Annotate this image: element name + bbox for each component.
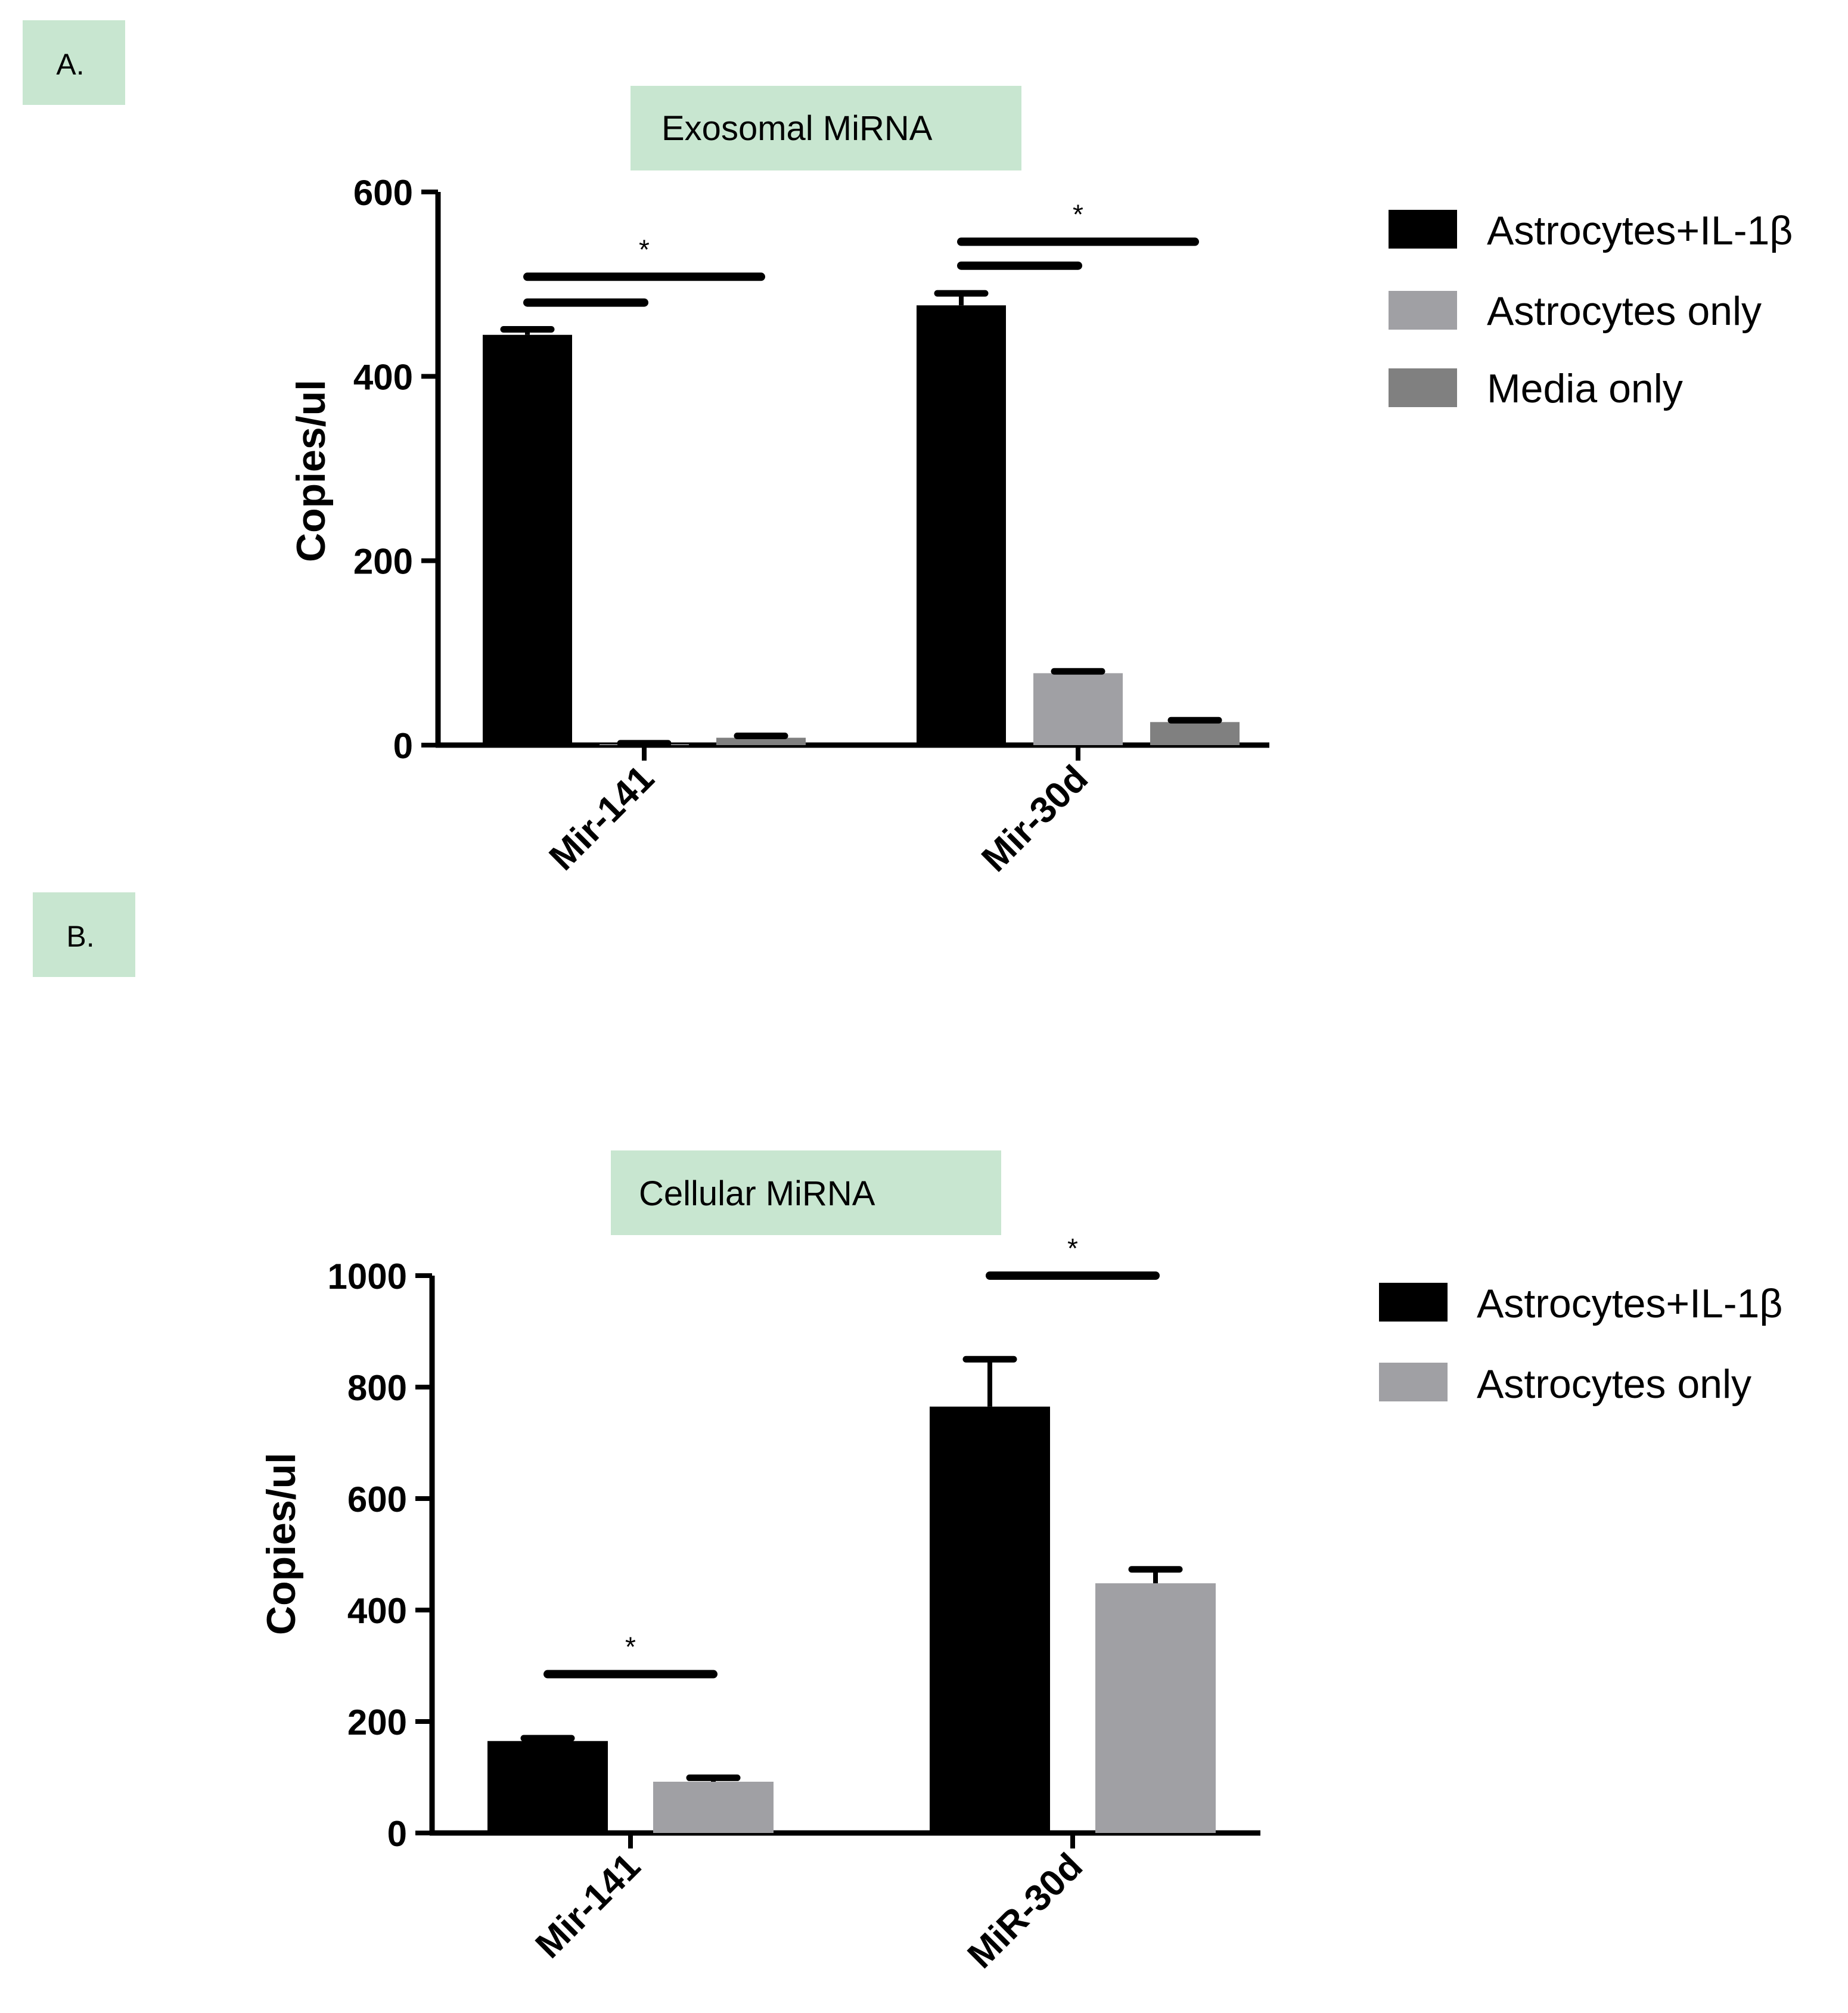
y-tick-label: 800 bbox=[347, 1368, 407, 1408]
legend-a-swatch-1 bbox=[1389, 210, 1457, 249]
panel-a-legend: Astrocytes+IL-1β Astrocytes only Media o… bbox=[1389, 208, 1793, 411]
legend-b-swatch-2 bbox=[1379, 1363, 1448, 1401]
panel-b-legend: Astrocytes+IL-1β Astrocytes only bbox=[1379, 1281, 1782, 1407]
legend-a-swatch-3 bbox=[1389, 368, 1457, 407]
significance-marker: * bbox=[639, 234, 650, 265]
panel-b-label-box bbox=[33, 892, 135, 977]
bar bbox=[917, 305, 1006, 745]
y-tick-label: 200 bbox=[347, 1702, 407, 1742]
bar bbox=[653, 1781, 774, 1833]
legend-b-swatch-1 bbox=[1379, 1283, 1448, 1322]
y-tick-label: 0 bbox=[393, 726, 413, 766]
panel-a-label: A. bbox=[56, 48, 84, 81]
legend-b-label-1: Astrocytes+IL-1β bbox=[1477, 1281, 1782, 1326]
bar bbox=[930, 1406, 1050, 1833]
bar bbox=[1150, 722, 1240, 745]
panel-a-label-box bbox=[23, 20, 125, 105]
legend-b-label-2: Astrocytes only bbox=[1477, 1361, 1751, 1407]
panel-b-label: B. bbox=[66, 920, 94, 953]
y-tick-label: 600 bbox=[353, 173, 413, 213]
panel-a-y-axis-label: Copies/ul bbox=[288, 380, 334, 562]
panel-b-title-box bbox=[611, 1150, 1001, 1235]
bar bbox=[716, 737, 806, 745]
legend-a-label-1: Astrocytes+IL-1β bbox=[1487, 208, 1793, 253]
y-tick-label: 600 bbox=[347, 1479, 407, 1519]
legend-a-label-3: Media only bbox=[1487, 366, 1683, 411]
legend-a-label-2: Astrocytes only bbox=[1487, 289, 1762, 334]
y-tick-label: 0 bbox=[387, 1814, 407, 1854]
panel-a-title-box bbox=[631, 86, 1021, 170]
panel-b-y-axis-label: Copies/ul bbox=[259, 1453, 304, 1635]
significance-marker: * bbox=[1067, 1233, 1078, 1264]
bar bbox=[487, 1741, 608, 1833]
y-tick-label: 400 bbox=[353, 357, 413, 397]
y-tick-label: 400 bbox=[347, 1591, 407, 1631]
panel-a-title: Exosomal MiRNA bbox=[661, 109, 933, 148]
y-tick-label: 200 bbox=[353, 542, 413, 582]
bar bbox=[483, 334, 572, 745]
bar bbox=[1095, 1583, 1216, 1833]
legend-a-swatch-2 bbox=[1389, 291, 1457, 330]
panel-b-title: Cellular MiRNA bbox=[639, 1174, 875, 1213]
panel-a: A. Exosomal MiRNA Copies/ul 0200400600Mi… bbox=[23, 20, 1793, 880]
y-tick-label: 1000 bbox=[328, 1257, 407, 1296]
bar bbox=[1033, 673, 1123, 745]
significance-marker: * bbox=[625, 1632, 636, 1662]
significance-marker: * bbox=[1073, 199, 1083, 230]
